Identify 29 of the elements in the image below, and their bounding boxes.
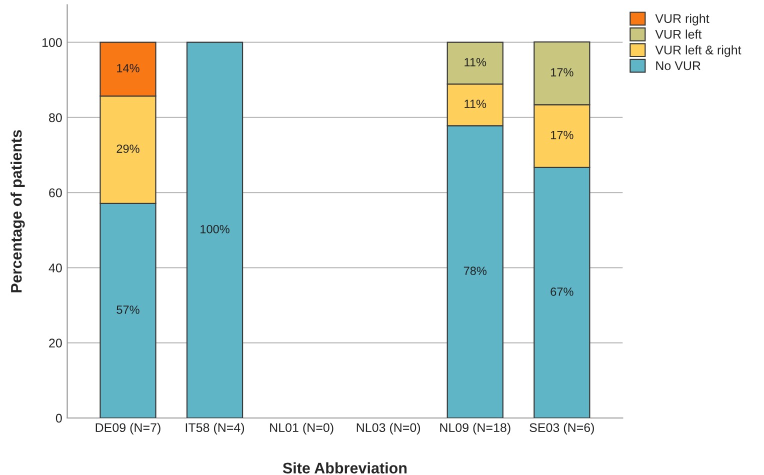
legend-label: VUR left xyxy=(655,30,702,39)
y-tick-label: 20 xyxy=(49,338,62,348)
data-label: 57% xyxy=(116,306,140,314)
y-tick-label: 60 xyxy=(49,188,62,198)
x-tick-label: NL03 (N=0) xyxy=(356,422,420,435)
y-axis-title: Percentage of patients xyxy=(10,130,25,292)
x-axis-title: Site Abbreviation xyxy=(282,462,407,474)
x-tick-label: IT58 (N=4) xyxy=(186,422,244,435)
data-label: 29% xyxy=(116,144,140,153)
x-tick-label: SE03 (N=6) xyxy=(530,422,594,435)
data-label: 17% xyxy=(550,130,574,140)
data-label: 11% xyxy=(464,100,486,108)
legend-label: No VUR xyxy=(656,61,700,70)
data-label: 17% xyxy=(550,68,574,76)
legend-label: VUR right xyxy=(655,14,710,26)
data-label: 100% xyxy=(200,224,230,234)
y-tick-label: 0 xyxy=(56,414,62,423)
legend-label: VUR left & right xyxy=(655,45,742,57)
y-tick-label: 100 xyxy=(42,38,62,47)
x-tick-label: NL01 (N=0) xyxy=(270,422,334,435)
bar xyxy=(186,42,244,418)
y-tick-label: 80 xyxy=(49,113,62,122)
data-label: 11% xyxy=(464,58,486,66)
data-label: 67% xyxy=(550,288,574,296)
data-label: 14% xyxy=(117,64,140,72)
data-label: 78% xyxy=(464,266,487,276)
x-tick-label: DE09 (N=7) xyxy=(96,422,160,435)
y-tick-label: 40 xyxy=(48,264,62,272)
x-tick-label: NL09 (N=18) xyxy=(440,422,510,435)
